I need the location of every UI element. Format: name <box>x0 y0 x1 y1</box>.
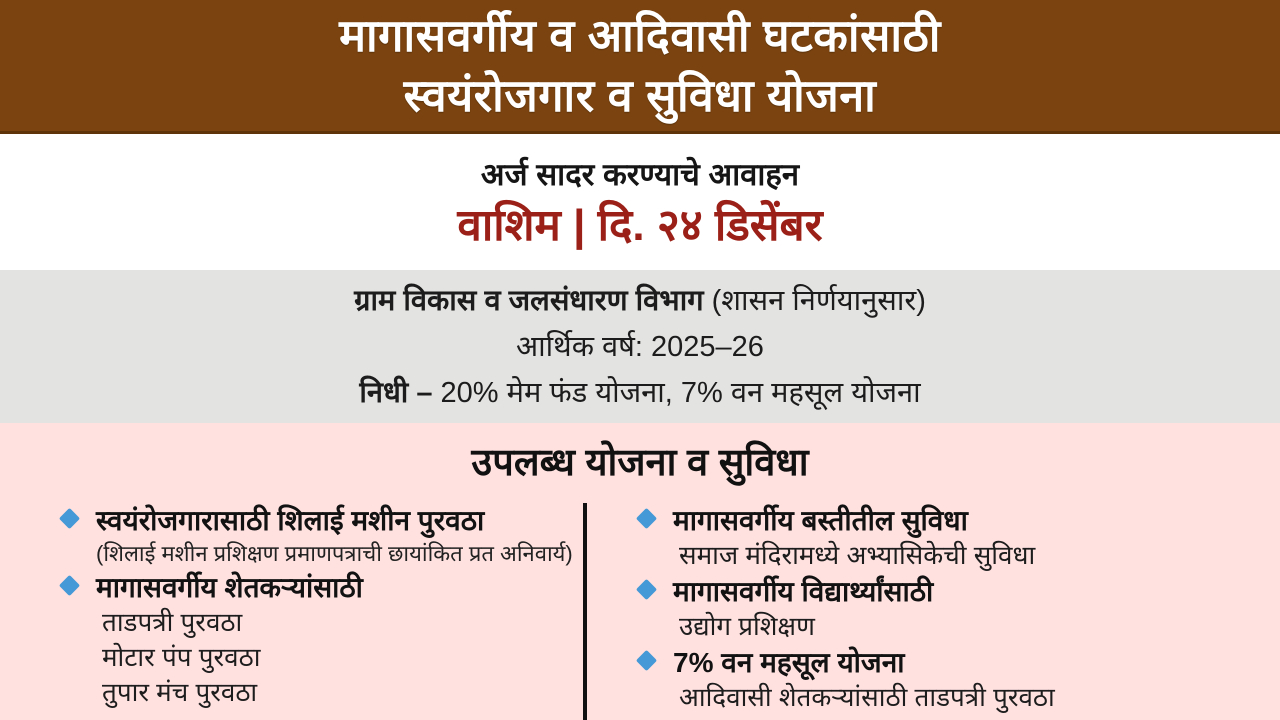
fund-detail: 20% मेम फंड योजना, 7% वन महसूल योजना <box>440 376 921 409</box>
poster-title-line-2: स्वयंरोजगार व सुविधा योजना <box>403 69 877 121</box>
application-call-text: अर्ज सादर करण्याचे आवाहन <box>480 157 800 192</box>
scheme-title: मागासवर्गीय शेतकऱ्यांसाठी <box>96 572 363 603</box>
schemes-heading: उपलब्ध योजना व सुविधा <box>471 442 809 484</box>
diamond-bullet-icon <box>635 507 658 530</box>
scheme-title-row: स्वयंरोजगारासाठी शिलाई मशीन पुरवठा <box>58 503 583 538</box>
scheme-sub-item: समाज मंदिरामध्ये अभ्यासिकेची सुविधा <box>679 540 1036 570</box>
scheme-title-row: मागासवर्गीय शेतकऱ्यांसाठी <box>58 570 583 605</box>
fund-line: निधी – 20% मेम फंड योजना, 7% वन महसूल यो… <box>359 370 920 416</box>
scheme-sub-item: मोटार पंप पुरवठा <box>102 642 261 672</box>
scheme-sub-item: आदिवासी शेतकऱ्यांसाठी ताडपत्री पुरवठा <box>679 682 1055 712</box>
scheme-title: मागासवर्गीय बस्तीतील सुविधा <box>673 505 968 536</box>
scheme-item: स्वयंरोजगारासाठी शिलाई मशीन पुरवठा (शिलाई… <box>58 503 583 569</box>
scheme-title: 7% वन महसूल योजना <box>673 647 905 678</box>
diamond-bullet-icon <box>58 507 81 530</box>
scheme-item: 7% वन महसूल योजना आदिवासी शेतकऱ्यांसाठी त… <box>635 645 1280 715</box>
schemes-column-right: मागासवर्गीय बस्तीतील सुविधा समाज मंदिरामध… <box>587 503 1280 720</box>
department-name: ग्राम विकास व जलसंधारण विभाग <box>354 284 704 317</box>
scheme-sub-item: ताडपत्री पुरवठा <box>102 607 243 637</box>
header-band: मागासवर्गीय व आदिवासी घटकांसाठी स्वयंरोज… <box>0 0 1280 134</box>
scheme-title: मागासवर्गीय विद्यार्थ्यांसाठी <box>673 576 934 607</box>
poster-title-line-1: मागासवर्गीय व आदिवासी घटकांसाठी <box>339 9 941 61</box>
scheme-title-row: 7% वन महसूल योजना <box>635 645 1280 680</box>
fund-label: निधी – <box>359 376 441 409</box>
diamond-bullet-icon <box>58 574 81 597</box>
scheme-item: मागासवर्गीय शेतकऱ्यांसाठी ताडपत्री पुरवठा… <box>58 570 583 710</box>
scheme-item: मागासवर्गीय विद्यार्थ्यांसाठी उद्योग प्रश… <box>635 574 1280 644</box>
scheme-title-row: मागासवर्गीय बस्तीतील सुविधा <box>635 503 1280 538</box>
column-divider <box>583 503 587 720</box>
schemes-columns: स्वयंरोजगारासाठी शिलाई मशीन पुरवठा (शिलाई… <box>0 503 1280 720</box>
scheme-note: (शिलाई मशीन प्रशिक्षण प्रमाणपत्राची छाया… <box>96 541 573 566</box>
scheme-title-row: मागासवर्गीय विद्यार्थ्यांसाठी <box>635 574 1280 609</box>
schemes-band: उपलब्ध योजना व सुविधा स्वयंरोजगारासाठी श… <box>0 423 1280 720</box>
fiscal-year-line: आर्थिक वर्ष: 2025–26 <box>516 330 764 363</box>
department-band: ग्राम विकास व जलसंधारण विभाग (शासन निर्ण… <box>0 270 1280 423</box>
scheme-sub-item: उद्योग प्रशिक्षण <box>679 611 815 641</box>
diamond-bullet-icon <box>635 649 658 672</box>
announcement-band: अर्ज सादर करण्याचे आवाहन वाशिम | दि. २४ … <box>0 134 1280 270</box>
department-note: (शासन निर्णयानुसार) <box>703 284 926 317</box>
scheme-item: मागासवर्गीय बस्तीतील सुविधा समाज मंदिरामध… <box>635 503 1280 573</box>
scheme-title: स्वयंरोजगारासाठी शिलाई मशीन पुरवठा <box>96 505 485 536</box>
scheme-sub-item: तुपार मंच पुरवठा <box>102 677 258 707</box>
department-name-line: ग्राम विकास व जलसंधारण विभाग (शासन निर्ण… <box>354 278 926 324</box>
location-date-text: वाशिम | दि. २४ डिसेंबर <box>457 201 823 250</box>
diamond-bullet-icon <box>635 578 658 601</box>
schemes-column-left: स्वयंरोजगारासाठी शिलाई मशीन पुरवठा (शिलाई… <box>0 503 583 720</box>
